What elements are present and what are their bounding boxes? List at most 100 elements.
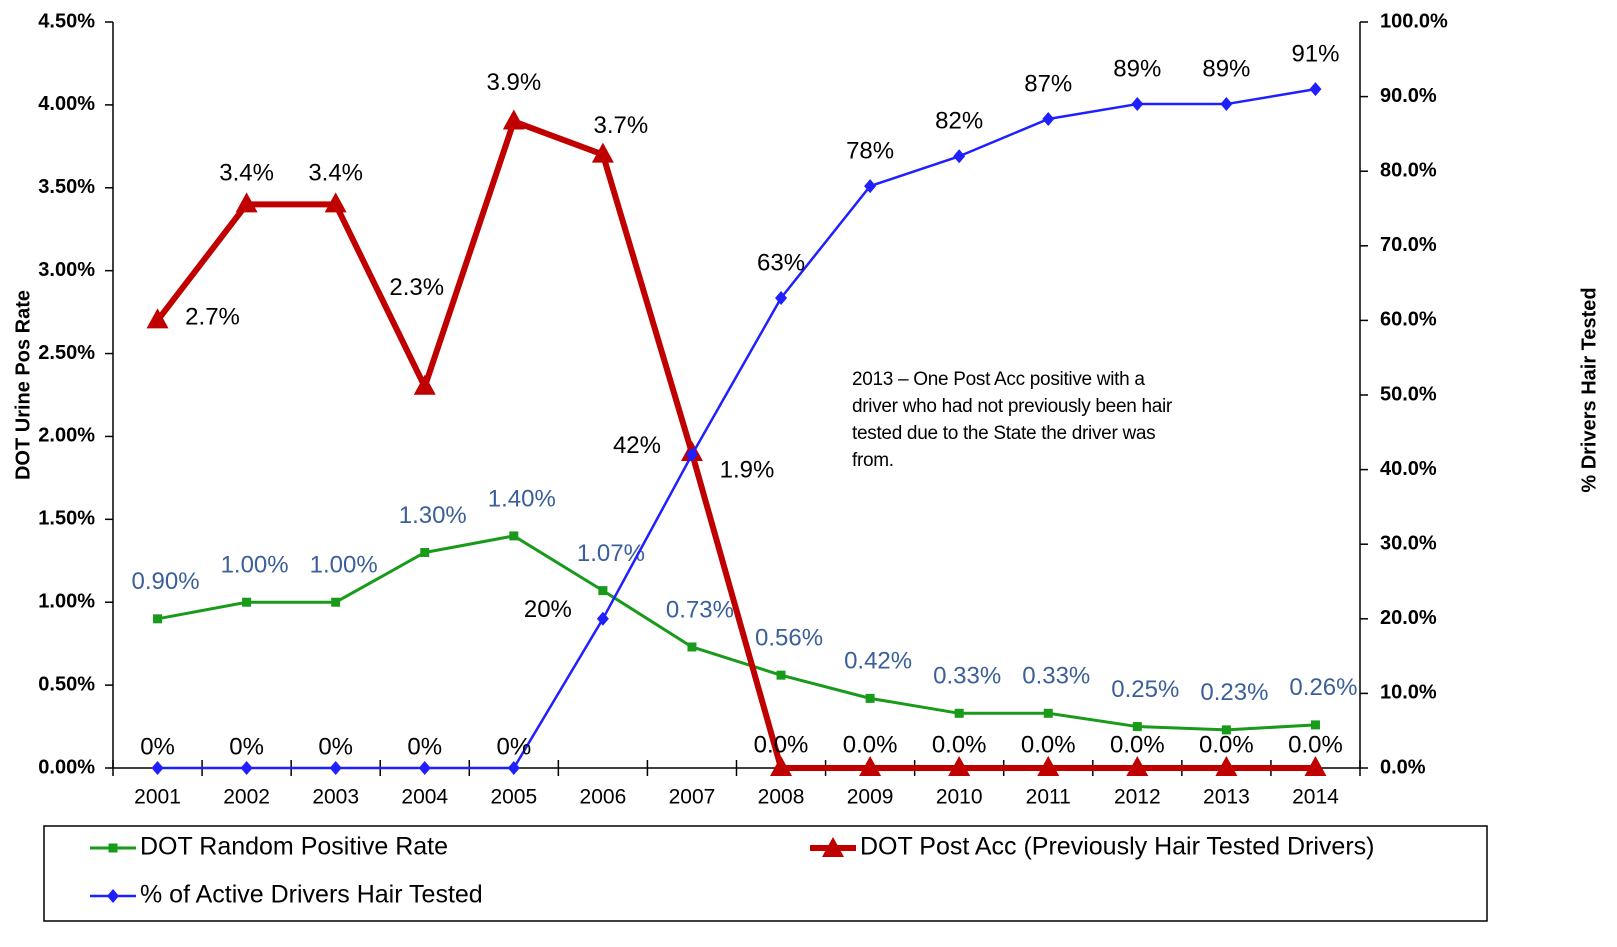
data-label: 0.0%: [843, 731, 898, 758]
data-label: 0.25%: [1111, 676, 1179, 703]
data-label: 0%: [140, 733, 175, 760]
data-label: 1.00%: [221, 552, 289, 579]
y-tick-label: 3.50%: [38, 176, 95, 198]
marker: [1304, 756, 1327, 776]
x-tick-label: 2013: [1203, 786, 1250, 809]
data-label: 3.7%: [594, 112, 649, 139]
y2-tick-label: 70.0%: [1380, 234, 1437, 256]
x-tick-label: 2005: [490, 786, 537, 809]
data-label: 89%: [1113, 55, 1161, 82]
data-label: 82%: [935, 108, 983, 135]
y2-tick-label: 100.0%: [1380, 10, 1448, 32]
marker: [418, 761, 431, 775]
x-tick-label: 2004: [401, 786, 448, 809]
x-tick-label: 2008: [758, 786, 805, 809]
marker: [1220, 97, 1233, 112]
data-label: 0%: [229, 733, 264, 760]
y-tick-label: 0.00%: [38, 756, 95, 778]
y2-tick-label: 0.0%: [1380, 756, 1426, 778]
data-label: 1.00%: [310, 552, 378, 579]
x-tick-label: 2011: [1026, 786, 1071, 809]
data-label: 0.0%: [932, 731, 987, 758]
y-tick-label: 4.50%: [38, 10, 95, 32]
marker: [331, 597, 341, 607]
x-tick-label: 2012: [1114, 786, 1161, 809]
data-label: 42%: [613, 432, 661, 459]
x-tick-label: 2007: [669, 786, 716, 809]
marker: [770, 756, 793, 776]
data-label: 0.23%: [1200, 679, 1268, 706]
x-tick-label: 2006: [580, 786, 627, 809]
data-label: 0%: [407, 733, 442, 760]
data-label: 2.7%: [185, 304, 240, 331]
data-label: 0.90%: [132, 568, 200, 595]
y2-tick-label: 90.0%: [1380, 85, 1437, 107]
marker: [242, 597, 252, 607]
marker: [1037, 756, 1060, 776]
data-label: 0.0%: [754, 731, 809, 758]
y2-axis-label: % Drivers Hair Tested: [1578, 287, 1600, 492]
marker: [153, 614, 163, 624]
legend-box: [43, 825, 1488, 922]
data-label: 3.4%: [219, 160, 274, 187]
data-label: 1.30%: [399, 502, 467, 529]
marker: [1215, 756, 1238, 776]
marker: [1132, 722, 1142, 732]
y-tick-label: 2.50%: [38, 342, 95, 364]
marker: [413, 374, 436, 395]
marker: [598, 586, 608, 596]
annotation-box: 2013 – One Post Acc positive with a driv…: [852, 369, 1172, 471]
y-tick-label: 4.00%: [38, 93, 95, 115]
y-tick-label: 2.00%: [38, 425, 95, 447]
data-label: 0.42%: [844, 648, 912, 675]
annotation: 2013 – One Post Acc positive with a driv…: [852, 369, 1172, 471]
marker: [948, 756, 971, 776]
y-tick-label: 1.00%: [38, 591, 95, 613]
marker: [865, 693, 875, 703]
marker: [235, 192, 258, 213]
marker: [146, 308, 169, 329]
data-label: 3.9%: [486, 69, 541, 96]
series-line: [155, 118, 1316, 771]
data-label: 89%: [1202, 55, 1250, 82]
marker: [1042, 111, 1055, 126]
legend-label: DOT Post Acc (Previously Hair Tested Dri…: [860, 833, 1375, 861]
marker: [953, 149, 966, 164]
data-label: 0%: [318, 733, 353, 760]
legend-marker: [107, 889, 119, 903]
data-label: 0.26%: [1289, 674, 1357, 701]
legend-label: DOT Random Positive Rate: [140, 833, 448, 861]
legend-marker: [108, 843, 118, 853]
x-tick-label: 2009: [847, 786, 894, 809]
marker: [685, 447, 698, 462]
marker: [1126, 756, 1149, 776]
data-label: 91%: [1291, 40, 1339, 67]
y2-tick-label: 30.0%: [1380, 532, 1437, 554]
y2-tick-label: 80.0%: [1380, 159, 1437, 181]
data-label: 0.0%: [1288, 731, 1343, 758]
y-tick-label: 3.00%: [38, 259, 95, 281]
data-label: 0%: [496, 733, 531, 760]
y-tick-label: 1.50%: [38, 508, 95, 530]
data-label: 87%: [1024, 70, 1072, 97]
marker: [324, 192, 347, 213]
marker: [329, 761, 342, 775]
marker: [420, 547, 430, 557]
legend-label: % of Active Drivers Hair Tested: [140, 881, 483, 909]
marker: [1043, 708, 1053, 718]
data-label: 1.40%: [488, 485, 556, 512]
y2-tick-label: 40.0%: [1380, 458, 1437, 480]
y2-tick-label: 20.0%: [1380, 607, 1437, 629]
data-label: 63%: [757, 249, 805, 276]
data-label: 0.33%: [933, 663, 1001, 690]
marker: [1131, 97, 1144, 112]
marker: [507, 761, 520, 775]
marker: [151, 761, 164, 775]
data-label: 20%: [524, 596, 572, 623]
marker: [687, 642, 697, 652]
y2-tick-label: 60.0%: [1380, 309, 1437, 331]
marker: [596, 611, 609, 626]
series-line: [157, 534, 1316, 732]
marker: [859, 756, 882, 776]
